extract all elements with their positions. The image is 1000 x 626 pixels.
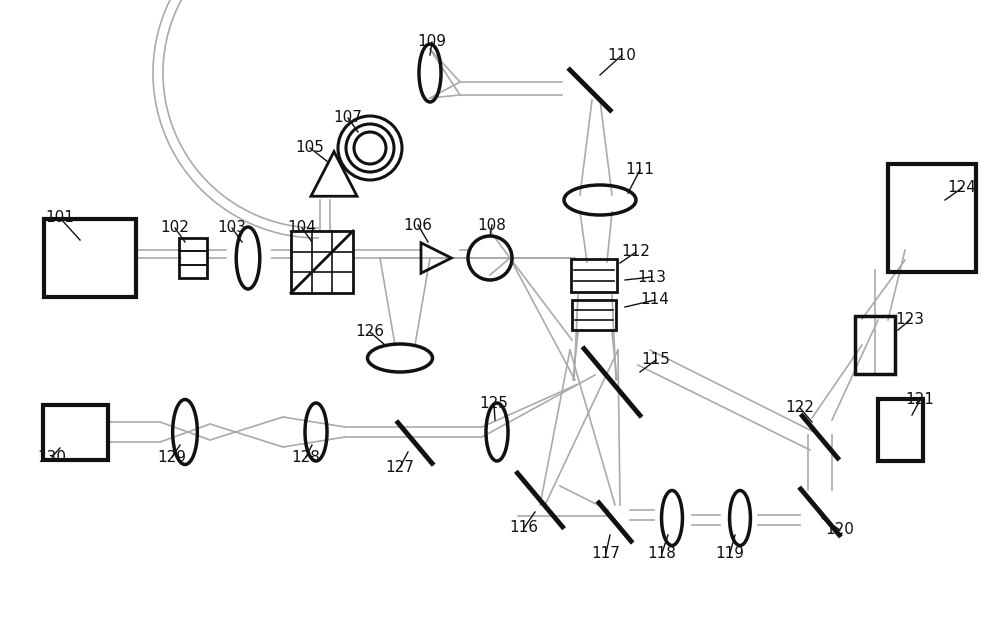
Text: 126: 126 <box>356 324 384 339</box>
Text: 110: 110 <box>608 48 636 63</box>
Text: 129: 129 <box>158 449 186 464</box>
Text: 120: 120 <box>826 523 854 538</box>
Text: 125: 125 <box>480 396 508 411</box>
Text: 104: 104 <box>288 220 316 235</box>
Text: 124: 124 <box>948 180 976 195</box>
Text: 114: 114 <box>641 292 669 307</box>
Bar <box>878 399 922 461</box>
Text: 106: 106 <box>404 217 432 232</box>
Bar <box>44 219 136 297</box>
Text: 109: 109 <box>418 34 446 49</box>
Text: 101: 101 <box>46 210 74 225</box>
Text: 123: 123 <box>896 312 924 327</box>
Text: 127: 127 <box>386 459 414 475</box>
Text: 103: 103 <box>218 220 246 235</box>
Bar <box>179 238 207 278</box>
Bar <box>888 164 976 272</box>
Text: 107: 107 <box>334 111 362 125</box>
Text: 119: 119 <box>716 545 744 560</box>
Text: 115: 115 <box>642 352 670 367</box>
Text: 130: 130 <box>38 449 66 464</box>
Text: 102: 102 <box>161 220 189 235</box>
Text: 108: 108 <box>478 217 506 232</box>
Text: 116: 116 <box>510 520 538 535</box>
Bar <box>42 404 108 459</box>
Bar <box>855 316 895 374</box>
Bar <box>571 259 617 292</box>
Bar <box>572 300 616 330</box>
Text: 112: 112 <box>622 245 650 260</box>
Text: 111: 111 <box>626 163 654 178</box>
Bar <box>291 231 353 293</box>
Text: 121: 121 <box>906 393 934 408</box>
Text: 118: 118 <box>648 545 676 560</box>
Text: 122: 122 <box>786 401 814 416</box>
Text: 128: 128 <box>292 449 320 464</box>
Text: 105: 105 <box>296 140 324 155</box>
Text: 113: 113 <box>638 270 666 284</box>
Text: 117: 117 <box>592 545 620 560</box>
